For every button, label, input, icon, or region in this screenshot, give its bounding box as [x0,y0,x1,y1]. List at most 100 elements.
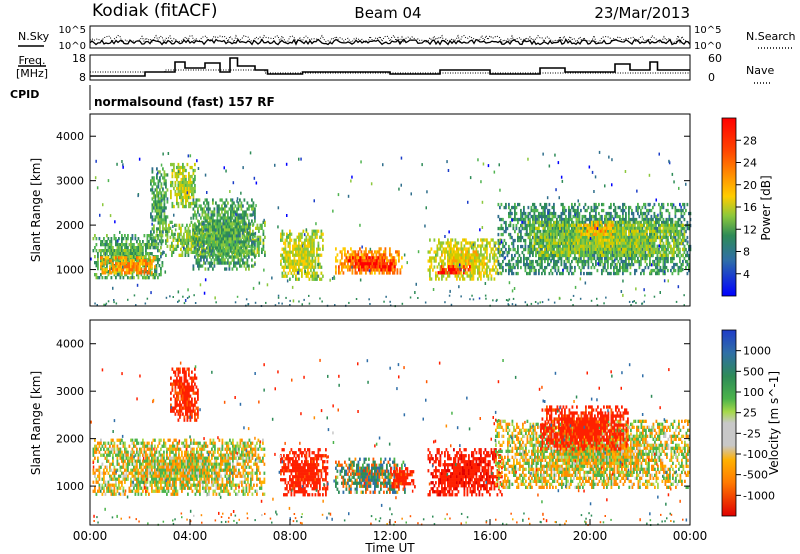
heatmap-cell [166,188,169,192]
heatmap-cell [239,246,241,250]
nave-label: Nave [746,64,774,77]
heatmap-cell [611,232,614,237]
heatmap-cell [500,265,503,270]
heatmap-cell [228,237,231,241]
heatmap-cell [104,256,107,260]
heatmap-cell [671,202,674,207]
heatmap-cell [457,241,460,245]
heatmap-cell [373,262,375,266]
heatmap-cell [313,274,315,278]
heatmap-cell [480,247,482,251]
heatmap-cell [493,241,496,245]
heatmap-cell [442,259,445,263]
heatmap-cell [173,168,175,173]
heatmap-cell [160,230,163,234]
heatmap-cell [207,216,210,220]
heatmap-cell [249,232,251,236]
heatmap-cell [604,259,606,264]
heatmap-cell [396,253,399,257]
nave-line [90,69,690,74]
heatmap-cell [457,247,460,251]
heatmap-cell [527,265,530,270]
heatmap-cell [373,259,375,263]
heatmap-cell [236,231,238,235]
heatmap-cell [280,262,282,266]
heatmap-cell [191,192,193,197]
heatmap-cell [165,218,167,222]
heatmap-cell [107,256,110,260]
heatmap-cell [632,217,635,222]
heatmap-cell [623,202,626,207]
heatmap-cell [429,250,431,254]
heatmap-cell [677,232,680,237]
heatmap-cell [313,259,315,263]
heatmap-cell [185,180,187,185]
heatmap-cell [302,259,305,263]
heatmap-cell [225,234,228,238]
heatmap-cell [381,259,384,263]
heatmap-cell [533,211,536,216]
heatmap-cell [301,244,303,248]
heatmap-cell [562,253,564,258]
heatmap-cell [189,189,192,194]
heatmap-cell [212,237,214,241]
heatmap-cell [508,205,510,210]
heatmap-cell [179,168,181,173]
heatmap-cell [487,277,490,281]
heatmap-cell [127,249,129,253]
heatmap-cell [155,255,158,259]
heatmap-cell [243,222,246,226]
heatmap-cell [227,243,229,247]
heatmap-cell [207,240,210,244]
heatmap-cell [450,253,452,257]
heatmap-cell [245,243,247,247]
heatmap-cell [160,206,163,210]
heatmap-cell [113,249,116,253]
heatmap-cell [218,207,220,211]
heatmap-cell [154,203,157,207]
heatmap-cell [125,240,128,244]
heatmap-cell [160,236,163,240]
heatmap-cell [548,262,551,267]
heatmap-cell [500,238,503,243]
heatmap-cell [640,259,642,264]
heatmap-cell [293,241,296,245]
heatmap-cell [98,276,101,280]
heatmap-cell [489,253,491,257]
heatmap-cell [370,265,372,269]
heatmap-cell [529,265,531,270]
heatmap-cell [350,256,352,260]
heatmap-cell [626,247,629,252]
heatmap-cell [644,211,647,216]
heatmap-cell [437,271,440,275]
heatmap-cell [650,268,653,273]
heatmap-cell [305,238,308,242]
heatmap-cell [635,268,638,273]
heatmap-cell [127,265,129,269]
heatmap-cell [252,232,254,236]
heatmap-cell [545,229,548,234]
heatmap-cell [527,247,530,252]
heatmap-cell [192,198,195,202]
heatmap-cell [608,214,611,219]
heatmap-cell [119,273,122,277]
heatmap-cell [526,223,528,228]
heatmap-cell [311,277,314,281]
heatmap-cell [527,271,530,276]
heatmap-cell [499,226,501,231]
heatmap-cell [216,207,219,211]
heatmap-cell [616,271,618,276]
heatmap-cell [101,271,104,275]
heatmap-cell [113,237,116,241]
heatmap-cell [469,259,472,263]
heatmap-cell [104,240,107,244]
heatmap-cell [317,229,320,233]
heatmap-cell [649,232,651,237]
heatmap-cell [180,201,183,206]
heatmap-cell [207,207,210,211]
heatmap-cell [359,268,361,272]
heatmap-cell [553,265,555,270]
heatmap-cell [638,223,641,228]
heatmap-cell [305,274,308,278]
heatmap-cell [679,208,681,213]
